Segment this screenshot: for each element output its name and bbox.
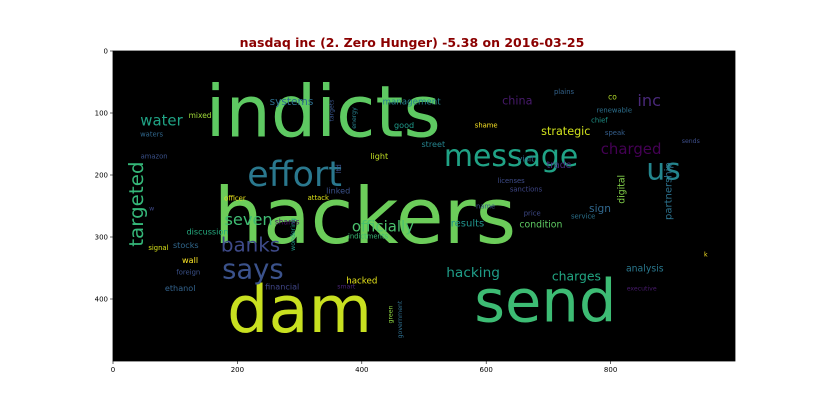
word-licenses: licenses — [497, 177, 525, 185]
y-tick-label: 0 — [104, 48, 108, 56]
y-tick-label: 100 — [95, 110, 108, 118]
x-tick-label: 800 — [604, 366, 617, 374]
word-discussion: discussion — [187, 226, 229, 236]
word-chief: chief — [591, 116, 608, 124]
word-says: says — [222, 254, 284, 285]
word-street: street — [421, 139, 445, 149]
word-effort: effort — [247, 155, 342, 195]
word-light: light — [370, 151, 388, 161]
word-good: good — [394, 120, 414, 130]
word-stocks: stocks — [173, 240, 199, 250]
word-hacked: hacked — [346, 277, 377, 287]
word-smart: smart — [337, 284, 356, 291]
word-amazon: amazon — [141, 152, 168, 160]
word-management: management — [382, 98, 441, 108]
word-green: green — [388, 305, 395, 323]
x-tick-label: 200 — [231, 366, 244, 374]
word-charges: charges — [552, 269, 601, 284]
x-axis: 0 200 400 600 800 — [111, 361, 617, 374]
word-inc: inc — [637, 91, 661, 110]
word-systems: systems — [270, 96, 314, 108]
word-visit: visit — [518, 153, 535, 163]
plot-area — [112, 50, 736, 362]
y-tick-label: 300 — [95, 234, 108, 242]
chart-title: nasdaq inc (2. Zero Hunger) -5.38 on 201… — [240, 35, 585, 50]
word-seven: seven — [224, 210, 272, 229]
word-wondering: wondering — [290, 218, 297, 251]
y-tick-label: 200 — [95, 172, 108, 180]
word-hacking: hacking — [446, 265, 500, 281]
word-signal: signal — [148, 244, 168, 252]
word-speak: speak — [605, 129, 625, 137]
word-sign: sign — [589, 203, 611, 215]
word-analysis: analysis — [626, 264, 664, 275]
word-water: water — [140, 111, 183, 129]
word-sends: sends — [682, 138, 700, 145]
word-foreign: foreign — [176, 268, 200, 276]
word-energy: energy — [351, 107, 358, 129]
word-message: message — [444, 139, 578, 174]
word-financial: financial — [265, 282, 299, 292]
word-linked: linked — [326, 186, 350, 196]
word-send: send — [474, 266, 616, 335]
word-wall: wall — [182, 255, 198, 265]
word-shares: shares — [275, 218, 300, 227]
word-results: results — [451, 219, 485, 230]
word-indictments: indictments — [348, 232, 389, 240]
word-partnership: partnership — [664, 162, 675, 220]
word-targeted: targeted — [125, 161, 148, 246]
word-service: service — [571, 213, 595, 221]
y-tick-label: 400 — [95, 296, 108, 304]
word-executive: executive — [627, 286, 657, 293]
x-tick-label: 400 — [355, 366, 368, 374]
word-targets: targets — [328, 99, 335, 121]
x-tick-label: 0 — [111, 366, 115, 374]
word-officer: officer — [224, 195, 246, 203]
word-attack: attack — [308, 194, 329, 202]
word-k: k — [704, 252, 708, 259]
word-indicts: indicts — [206, 70, 441, 153]
y-axis: 0 100 200 300 400 — [95, 48, 113, 304]
word-us: us — [646, 153, 681, 188]
word-charged: charged — [601, 140, 662, 158]
word-ethanol: ethanol — [165, 283, 196, 293]
word-waters: waters — [140, 131, 163, 139]
words-layer: indicts hackers dam send effort message us says… — [125, 70, 708, 348]
word-digital: digital — [616, 175, 627, 204]
word-officially: officially — [352, 218, 414, 236]
word-price: price — [524, 209, 541, 217]
word-name: name — [476, 203, 495, 211]
word-banks: banks — [221, 234, 280, 257]
word-trade: trade — [547, 160, 572, 171]
word-hackers: hackers — [214, 172, 516, 262]
word-plains: plains — [554, 88, 575, 96]
word-ltd: ltd — [335, 164, 343, 173]
word-china: china — [502, 95, 532, 108]
word-government: government — [397, 300, 404, 338]
word-shame: shame — [475, 121, 498, 129]
word-w: w — [149, 206, 154, 213]
word-sanctions: sanctions — [510, 185, 543, 193]
word-co: co — [608, 92, 617, 101]
word-mixed: mixed — [189, 111, 212, 120]
word-dam: dam — [227, 272, 372, 348]
word-renewable: renewable — [597, 107, 632, 115]
word-strategic: strategic — [541, 125, 590, 138]
x-tick-label: 600 — [480, 366, 493, 374]
word-condition: condition — [519, 220, 562, 231]
